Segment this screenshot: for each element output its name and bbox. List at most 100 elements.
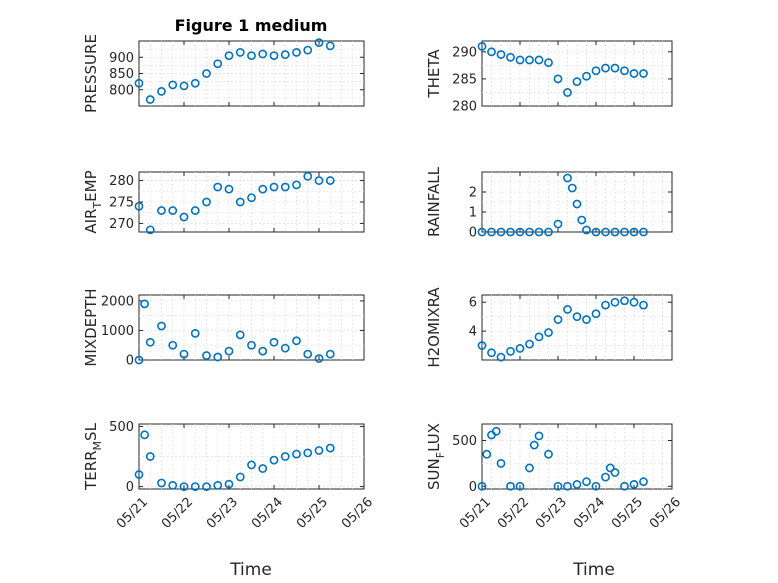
panel-8-point	[544, 449, 553, 459]
panel-6-point	[487, 348, 496, 358]
panel-3-point	[280, 182, 290, 192]
panel-8-point	[629, 480, 639, 489]
panel-7-xtick-label: 05/21	[114, 495, 151, 532]
panel-1-ytick-label: 850	[109, 67, 134, 82]
panel-8: 0 500 05/21 05/22 05/23 05/24 05/25 05/26 SUNFLU…	[425, 423, 684, 532]
panel-5-point	[145, 337, 155, 347]
panel-7-point	[157, 478, 166, 488]
panel-6-point	[582, 315, 591, 324]
panel-1-point	[235, 47, 245, 57]
panel-6-point	[591, 309, 601, 319]
panel-2-point	[601, 63, 610, 73]
panel-2-point	[506, 52, 515, 62]
panel-5-point	[280, 343, 290, 353]
panel-3-point	[258, 184, 268, 194]
panel-8-point	[515, 481, 525, 491]
panel-2-point	[629, 69, 639, 78]
panel-5-point	[134, 355, 144, 365]
panel-7-point	[179, 482, 189, 491]
panel-4-point	[525, 227, 534, 237]
panel-2-point	[487, 47, 496, 57]
panel-1-point	[292, 47, 301, 57]
panel-7-point	[303, 448, 313, 458]
panel-2-ylabel: THETA	[425, 49, 443, 99]
x-axis-label-left: Time	[229, 560, 272, 580]
panel-1-point	[269, 51, 279, 61]
panel-6-point	[620, 296, 629, 306]
panel-4-point	[572, 199, 582, 209]
panel-4-point	[582, 225, 591, 235]
panel-4-point	[567, 183, 577, 193]
panel-6-point	[477, 341, 487, 350]
panel-8-point	[601, 472, 610, 482]
panel-1-point	[213, 59, 223, 69]
panel-5-point	[140, 299, 150, 309]
panel-4: 0 1 2 RAINFALL	[425, 166, 673, 241]
panel-3-ytick-label: 270	[109, 217, 134, 232]
panel-3-point	[202, 197, 211, 207]
panel-7-ytick-label: 0	[126, 480, 134, 495]
panel-8-xtick-label: 05/24	[571, 495, 608, 532]
panel-4-point	[496, 227, 506, 237]
panel-1-point	[325, 41, 335, 51]
panel-5-point	[179, 349, 189, 359]
panel-7-point	[292, 449, 301, 459]
panel-4-point	[506, 227, 515, 237]
panel-7-point	[314, 446, 324, 455]
panel-5-point	[190, 329, 200, 338]
panel-1-point	[258, 49, 268, 59]
panel-3-ylabel: AIRTEMP	[82, 170, 104, 233]
panel-4-point	[601, 227, 610, 237]
panel-3-point	[235, 197, 245, 207]
panel-1-point	[134, 78, 144, 88]
panel-8-point	[529, 440, 539, 450]
panel-1-point	[202, 69, 211, 78]
panel-3-point	[224, 184, 234, 194]
panel-4-point	[639, 227, 648, 237]
panel-3-point	[190, 206, 200, 215]
panel-8-xtick-label: 05/22	[495, 495, 532, 532]
panel-8-ylabel: SUNFLUX	[425, 423, 447, 490]
panel-2-ytick-label: 290	[452, 45, 477, 60]
panel-6-point	[506, 346, 515, 356]
panel-5-point	[247, 340, 256, 350]
panel-6-point	[629, 297, 639, 307]
panel-8-xtick-label: 05/23	[533, 495, 570, 532]
panel-3: 270 275 280 AIRTEMP	[82, 170, 365, 235]
panel-3-point	[145, 225, 155, 235]
panel-2-ytick-label: 285	[452, 72, 477, 87]
panel-7-point	[168, 480, 178, 490]
panel-6-point	[496, 352, 506, 362]
panel-6-point	[553, 315, 563, 324]
panel-4-axes	[481, 171, 673, 233]
panel-8-point	[506, 481, 515, 491]
panel-4-point	[544, 227, 553, 237]
panel-1-point	[224, 51, 234, 61]
panel-2-point	[563, 88, 572, 97]
panel-7-point	[134, 470, 144, 479]
panel-5-point	[258, 346, 268, 356]
panel-2-point	[525, 55, 534, 65]
panel-5-point	[224, 346, 234, 356]
panel-1-point	[303, 45, 313, 55]
panel-7-point	[202, 482, 211, 491]
panel-8-point	[639, 477, 648, 487]
panel-4-point	[591, 227, 601, 237]
panel-7-point	[325, 443, 335, 453]
panel-5-point	[292, 336, 301, 346]
panel-6-point	[563, 305, 572, 314]
panel-1-ytick-label: 800	[109, 83, 134, 98]
x-axis-label-right: Time	[572, 560, 615, 580]
panel-6-ylabel: H2OMIXRA	[425, 287, 443, 368]
panel-8-point	[525, 463, 534, 473]
panel-4-point	[534, 227, 544, 237]
panel-3-point	[247, 193, 256, 203]
panel-3-point	[168, 206, 178, 215]
panel-3-ytick-label: 275	[109, 196, 134, 211]
panel-8-point	[610, 468, 620, 477]
panel-8-point	[496, 458, 506, 468]
panel-8-point	[620, 481, 629, 491]
